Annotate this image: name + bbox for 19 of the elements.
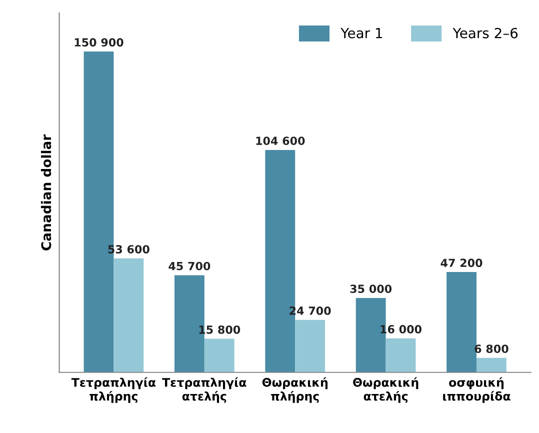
x-tick-label: Τετραπληγία ατελής [162,377,246,403]
data-label: 45 700 [168,262,210,270]
bar [446,272,476,372]
y-axis-title: Canadian dollar [40,134,52,250]
data-label: 47 200 [440,258,482,268]
x-tick-label: Θωρακική ατελής [353,377,418,403]
legend-label: Years 2–6 [452,28,518,38]
data-label: 104 600 [256,136,305,146]
bar [114,258,144,372]
legend-label: Year 1 [340,28,382,38]
bar [295,320,326,372]
data-label: 35 000 [350,284,392,294]
x-tick-label: Τετραπληγία πλήρης [71,377,156,403]
data-label: 150 900 [74,38,124,47]
bar [386,338,416,372]
x-tick-label: οσφυική ιππουρίδα [443,377,510,403]
x-tick-label: Θωρακική πλήρης [262,377,328,403]
bar [476,358,506,372]
bar [204,338,234,372]
